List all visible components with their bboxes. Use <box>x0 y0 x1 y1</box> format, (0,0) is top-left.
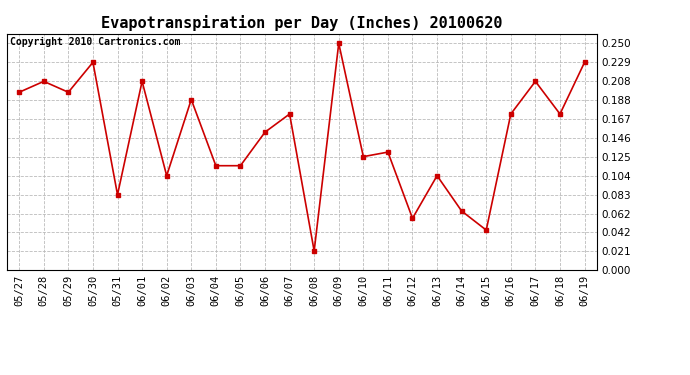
Title: Evapotranspiration per Day (Inches) 20100620: Evapotranspiration per Day (Inches) 2010… <box>101 15 502 31</box>
Text: Copyright 2010 Cartronics.com: Copyright 2010 Cartronics.com <box>10 37 180 47</box>
